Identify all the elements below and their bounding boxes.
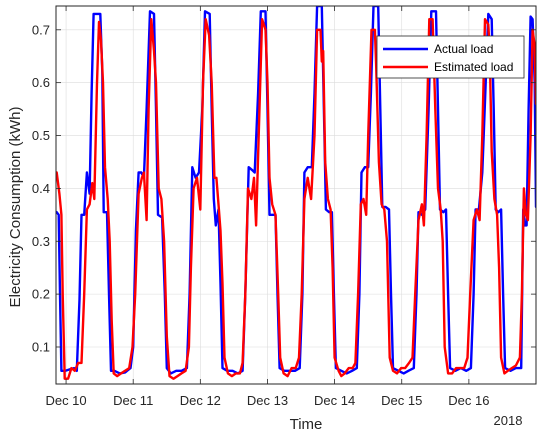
- x-axis-year-label: 2018: [494, 413, 523, 428]
- x-tick-label: Dec 10: [45, 393, 86, 408]
- y-tick-label: 0.3: [32, 234, 50, 249]
- y-tick-label: 0.4: [32, 181, 50, 196]
- y-tick-label: 0.5: [32, 128, 50, 143]
- plot-frame: [55, 5, 537, 385]
- y-tick-label: 0.7: [32, 22, 50, 37]
- x-axis-title: Time: [290, 416, 323, 433]
- x-tick-label: Dec 11: [113, 393, 153, 408]
- x-tick-label: Dec 16: [448, 393, 489, 408]
- series-group: [56, 6, 536, 380]
- x-tick-label: Dec 15: [381, 393, 422, 408]
- x-tick-label: Dec 14: [314, 393, 355, 408]
- tick-labels: Dec 10 Dec 11 Dec 12 Dec 13 Dec 14 Dec 15 Dec …: [32, 22, 490, 408]
- legend-box: [376, 35, 525, 79]
- x-tick-label: Dec 12: [180, 393, 221, 408]
- y-axis-title: Electricity Consumption (kWh): [7, 107, 24, 308]
- y-tick-label: 0.1: [32, 339, 50, 354]
- x-tick-label: Dec 13: [247, 393, 288, 408]
- legend-label-estimated: Estimated load: [434, 60, 513, 74]
- estimated-load-line: [56, 18, 536, 380]
- legend-label-actual: Actual load: [434, 42, 493, 56]
- y-tick-label: 0.2: [32, 287, 50, 302]
- y-tick-label: 0.6: [32, 75, 50, 90]
- legend: Actual load Estimated load: [376, 35, 525, 79]
- axis-ticks: [56, 6, 536, 384]
